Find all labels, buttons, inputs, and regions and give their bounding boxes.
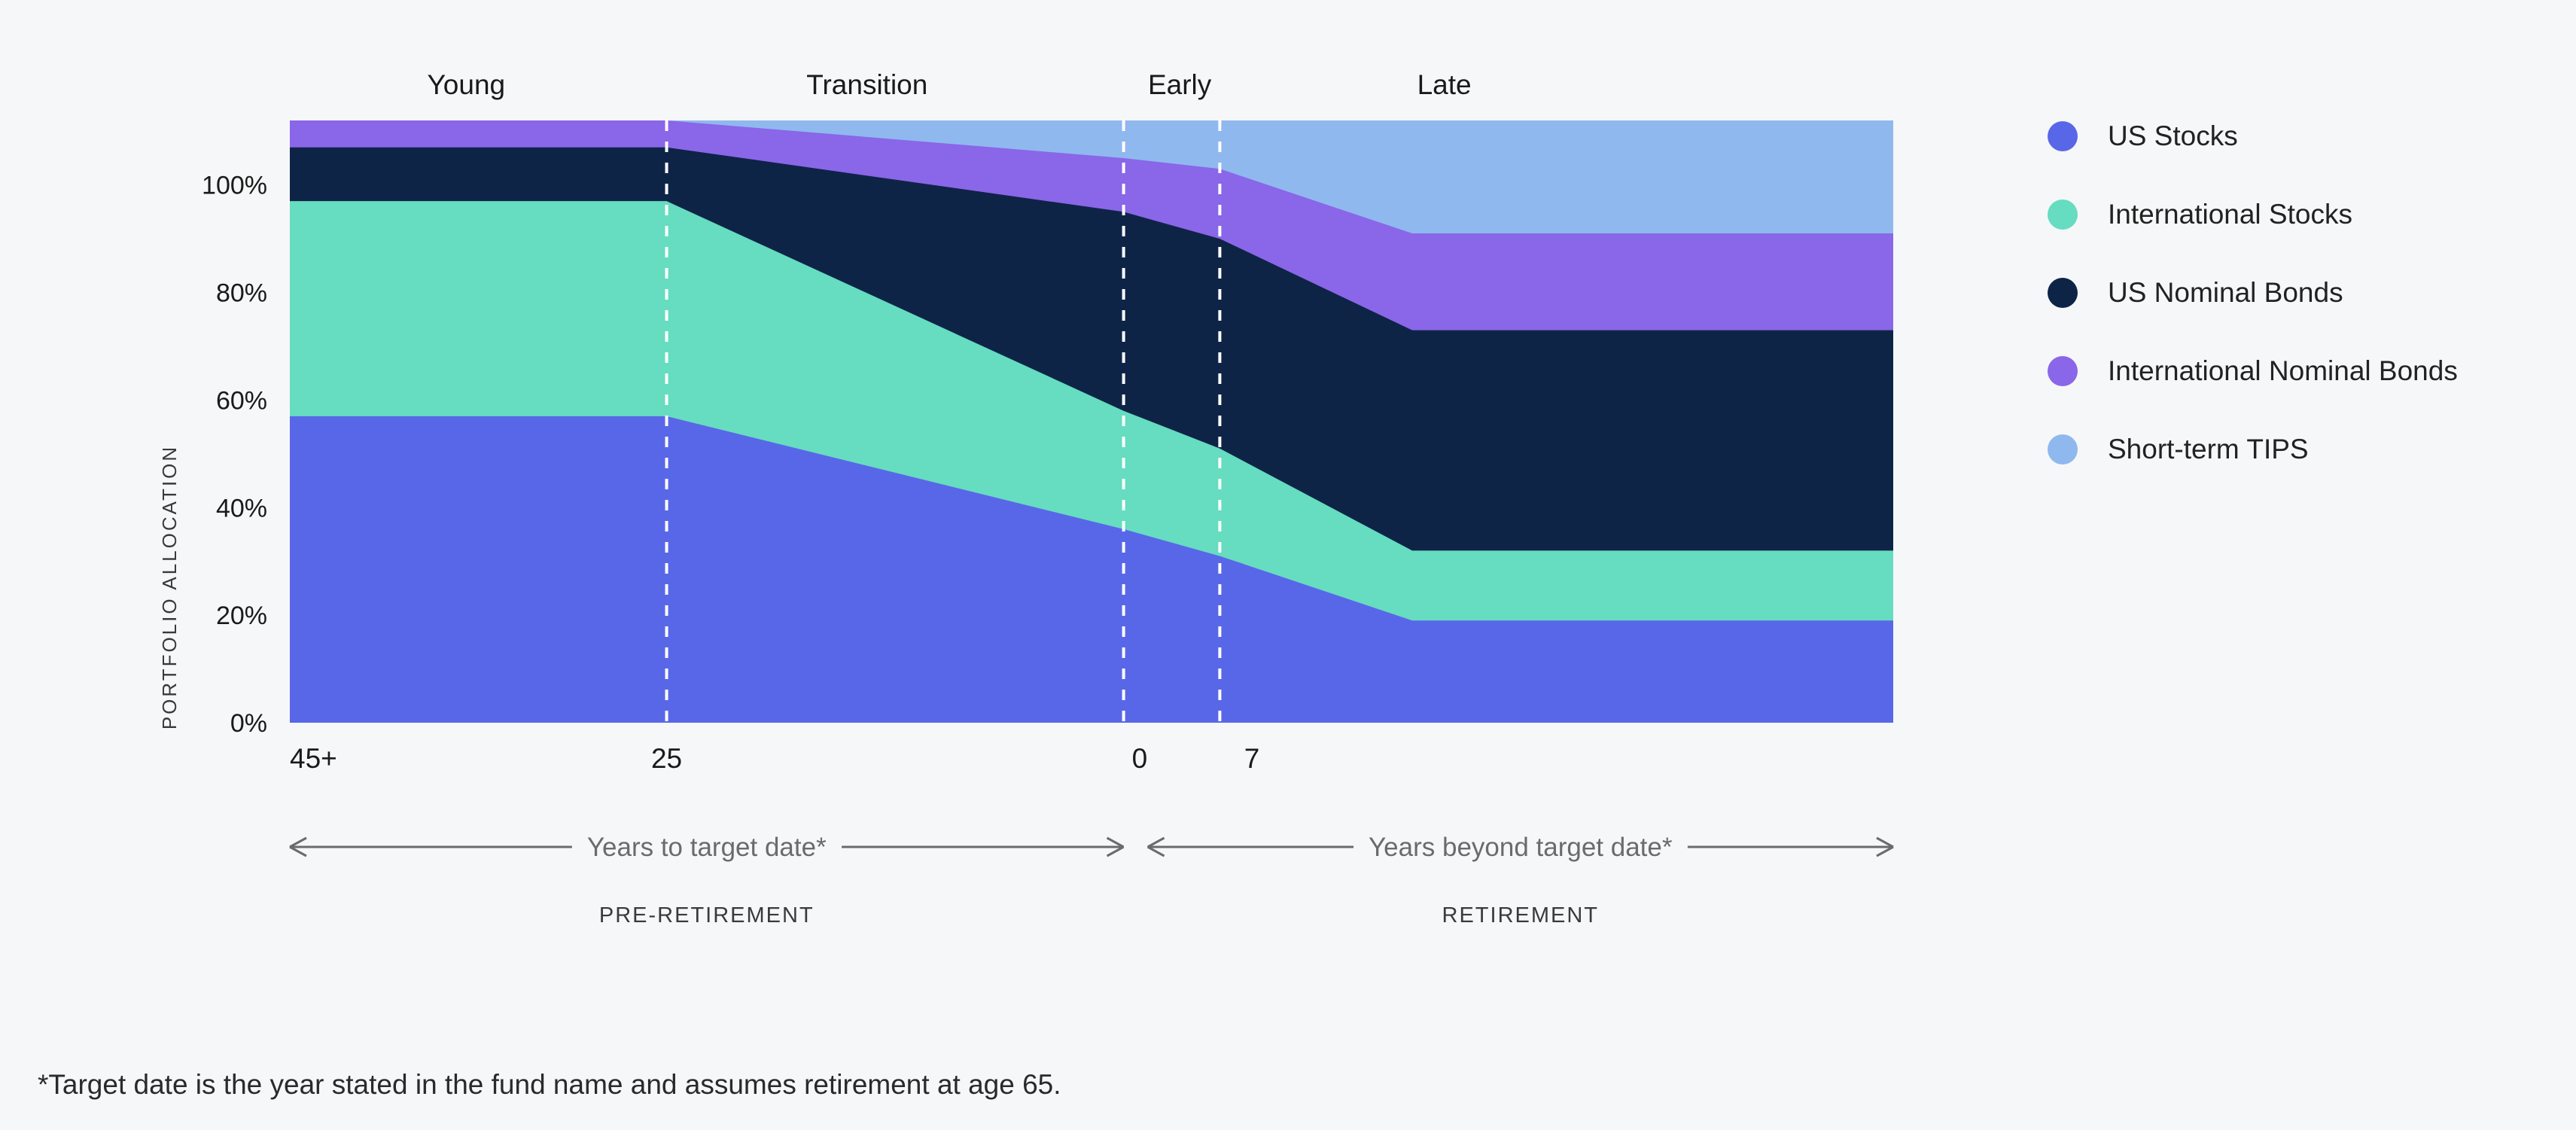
legend-item: International Nominal Bonds bbox=[2048, 355, 2458, 387]
chart-container: PORTFOLIO ALLOCATION 0% 20% 40% 60% 80% 100% Y… bbox=[0, 0, 2576, 1130]
svg-text:Years beyond target date*: Years beyond target date* bbox=[1369, 833, 1673, 862]
y-tick-label: 20% bbox=[216, 602, 267, 630]
legend-label: International Stocks bbox=[2108, 199, 2352, 230]
stage-label-post: RETIREMENT bbox=[1442, 903, 1600, 927]
y-axis-title: PORTFOLIO ALLOCATION bbox=[158, 445, 181, 729]
legend-swatch bbox=[2048, 278, 2078, 308]
legend-swatch bbox=[2048, 200, 2078, 230]
legend-item: US Stocks bbox=[2048, 120, 2458, 152]
legend-item: US Nominal Bonds bbox=[2048, 277, 2458, 309]
footnote: *Target date is the year stated in the f… bbox=[38, 1069, 1061, 1101]
svg-text:Years to target date*: Years to target date* bbox=[587, 833, 827, 862]
x-tick-label: 7 bbox=[1244, 743, 1260, 774]
legend-label: US Stocks bbox=[2108, 120, 2238, 152]
legend-label: Short-term TIPS bbox=[2108, 434, 2309, 465]
y-tick-label: 80% bbox=[216, 279, 267, 308]
y-tick-label: 60% bbox=[216, 386, 267, 415]
legend-swatch bbox=[2048, 121, 2078, 151]
stage-label-pre: PRE-RETIREMENT bbox=[599, 903, 815, 927]
phase-label: Late bbox=[1417, 69, 1472, 100]
legend: US Stocks International Stocks US Nominal … bbox=[2048, 120, 2458, 465]
legend-item: Short-term TIPS bbox=[2048, 434, 2458, 465]
phase-label: Young bbox=[428, 69, 506, 100]
phase-label: Early bbox=[1148, 69, 1212, 100]
y-tick-label: 100% bbox=[202, 172, 267, 200]
x-tick-label: 25 bbox=[651, 743, 682, 774]
legend-label: US Nominal Bonds bbox=[2108, 277, 2343, 309]
y-tick-label: 0% bbox=[230, 709, 267, 738]
legend-swatch bbox=[2048, 434, 2078, 464]
y-tick-label: 40% bbox=[216, 494, 267, 522]
x-tick-label: 0 bbox=[1132, 743, 1148, 774]
legend-label: International Nominal Bonds bbox=[2108, 355, 2458, 387]
phase-label: Transition bbox=[806, 69, 927, 100]
legend-swatch bbox=[2048, 356, 2078, 386]
legend-item: International Stocks bbox=[2048, 199, 2458, 230]
x-tick-label: 45+ bbox=[290, 743, 337, 774]
